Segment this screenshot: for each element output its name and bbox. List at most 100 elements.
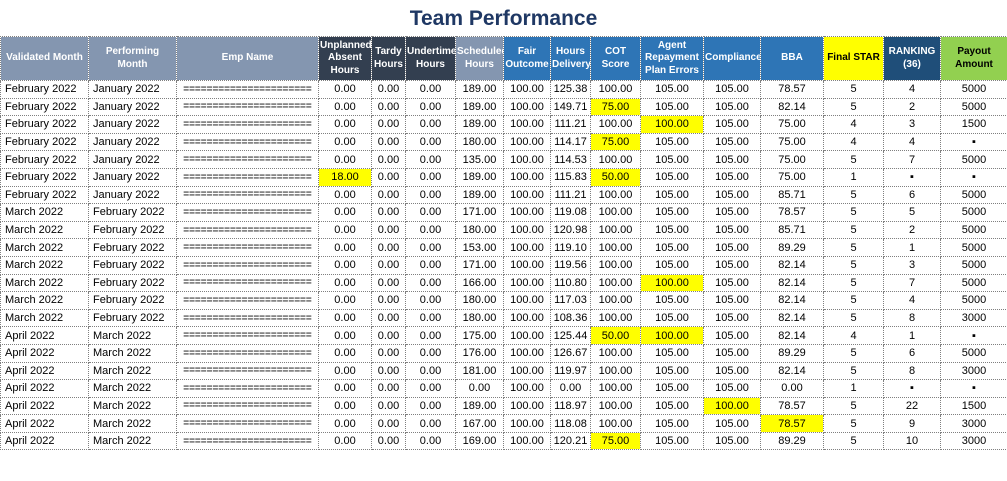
cell-emp_name[interactable]: ====================== [176, 291, 319, 310]
cell-cot_score[interactable]: 100.00 [590, 203, 641, 222]
cell-bba[interactable]: 75.00 [760, 167, 824, 187]
cell-unplanned_absent_hours[interactable]: 0.00 [318, 238, 372, 257]
cell-final_star[interactable]: 5 [823, 414, 884, 433]
cell-fair_outcome[interactable]: 100.00 [503, 238, 551, 257]
column-header-hours_delivery[interactable]: Hours Delivery [550, 36, 591, 81]
cell-compliance[interactable]: 105.00 [703, 132, 761, 152]
cell-undertime_hours[interactable]: 0.00 [405, 414, 456, 433]
cell-agent_repayment_plan_errors[interactable]: 105.00 [640, 132, 704, 152]
cell-ranking_36[interactable]: 5 [883, 203, 941, 222]
column-header-payout_amount[interactable]: Payout Amount [940, 36, 1007, 81]
cell-emp_name[interactable]: ====================== [176, 431, 319, 451]
cell-compliance[interactable]: 105.00 [703, 343, 761, 363]
cell-fair_outcome[interactable]: 100.00 [503, 203, 551, 222]
cell-tardy_hours[interactable]: 0.00 [371, 414, 406, 433]
cell-final_star[interactable]: 5 [823, 361, 884, 381]
cell-performing_month[interactable]: March 2022 [88, 361, 177, 381]
cell-emp_name[interactable]: ====================== [176, 150, 319, 169]
cell-emp_name[interactable]: ====================== [176, 414, 319, 433]
cell-validated_month[interactable]: February 2022 [0, 132, 89, 152]
cell-bba[interactable]: 82.14 [760, 273, 824, 293]
cell-ranking_36[interactable]: ▪ [883, 167, 941, 187]
cell-validated_month[interactable]: February 2022 [0, 150, 89, 169]
cell-compliance[interactable]: 105.00 [703, 115, 761, 134]
cell-hours_delivery[interactable]: 117.03 [550, 291, 591, 310]
cell-bba[interactable]: 78.57 [760, 414, 824, 433]
cell-performing_month[interactable]: March 2022 [88, 343, 177, 363]
cell-tardy_hours[interactable]: 0.00 [371, 273, 406, 293]
cell-agent_repayment_plan_errors[interactable]: 105.00 [640, 220, 704, 240]
cell-agent_repayment_plan_errors[interactable]: 105.00 [640, 308, 704, 328]
cell-fair_outcome[interactable]: 100.00 [503, 220, 551, 240]
column-header-final_star[interactable]: Final STAR [823, 36, 884, 81]
cell-tardy_hours[interactable]: 0.00 [371, 431, 406, 451]
cell-emp_name[interactable]: ====================== [176, 361, 319, 381]
cell-emp_name[interactable]: ====================== [176, 379, 319, 398]
cell-validated_month[interactable]: March 2022 [0, 220, 89, 240]
cell-hours_delivery[interactable]: 120.98 [550, 220, 591, 240]
cell-unplanned_absent_hours[interactable]: 0.00 [318, 308, 372, 328]
cell-ranking_36[interactable]: 1 [883, 326, 941, 345]
cell-tardy_hours[interactable]: 0.00 [371, 97, 406, 117]
cell-scheduled_hours[interactable]: 189.00 [455, 97, 504, 117]
cell-compliance[interactable]: 105.00 [703, 80, 761, 99]
cell-unplanned_absent_hours[interactable]: 0.00 [318, 185, 372, 205]
cell-hours_delivery[interactable]: 108.36 [550, 308, 591, 328]
cell-undertime_hours[interactable]: 0.00 [405, 115, 456, 134]
column-header-validated_month[interactable]: Validated Month [0, 36, 89, 81]
cell-bba[interactable]: 78.57 [760, 203, 824, 222]
cell-unplanned_absent_hours[interactable]: 0.00 [318, 80, 372, 99]
cell-fair_outcome[interactable]: 100.00 [503, 326, 551, 345]
cell-undertime_hours[interactable]: 0.00 [405, 97, 456, 117]
cell-payout_amount[interactable]: 5000 [940, 291, 1007, 310]
cell-payout_amount[interactable]: 1500 [940, 396, 1007, 416]
cell-tardy_hours[interactable]: 0.00 [371, 326, 406, 345]
cell-cot_score[interactable]: 100.00 [590, 308, 641, 328]
cell-agent_repayment_plan_errors[interactable]: 105.00 [640, 431, 704, 451]
cell-ranking_36[interactable]: 7 [883, 273, 941, 293]
cell-payout_amount[interactable]: 5000 [940, 238, 1007, 257]
cell-bba[interactable]: 89.29 [760, 431, 824, 451]
cell-hours_delivery[interactable]: 126.67 [550, 343, 591, 363]
cell-agent_repayment_plan_errors[interactable]: 105.00 [640, 97, 704, 117]
cell-validated_month[interactable]: April 2022 [0, 414, 89, 433]
cell-undertime_hours[interactable]: 0.00 [405, 255, 456, 275]
cell-agent_repayment_plan_errors[interactable]: 105.00 [640, 185, 704, 205]
cell-bba[interactable]: 82.14 [760, 97, 824, 117]
cell-tardy_hours[interactable]: 0.00 [371, 379, 406, 398]
cell-payout_amount[interactable]: ▪ [940, 326, 1007, 345]
cell-compliance[interactable]: 105.00 [703, 150, 761, 169]
cell-bba[interactable]: 82.14 [760, 361, 824, 381]
cell-final_star[interactable]: 5 [823, 431, 884, 451]
cell-performing_month[interactable]: January 2022 [88, 97, 177, 117]
cell-performing_month[interactable]: January 2022 [88, 80, 177, 99]
cell-scheduled_hours[interactable]: 176.00 [455, 343, 504, 363]
cell-scheduled_hours[interactable]: 0.00 [455, 379, 504, 398]
cell-scheduled_hours[interactable]: 180.00 [455, 220, 504, 240]
cell-agent_repayment_plan_errors[interactable]: 105.00 [640, 80, 704, 99]
cell-emp_name[interactable]: ====================== [176, 97, 319, 117]
cell-payout_amount[interactable]: 5000 [940, 150, 1007, 169]
cell-compliance[interactable]: 105.00 [703, 203, 761, 222]
cell-fair_outcome[interactable]: 100.00 [503, 150, 551, 169]
cell-unplanned_absent_hours[interactable]: 0.00 [318, 414, 372, 433]
cell-unplanned_absent_hours[interactable]: 0.00 [318, 203, 372, 222]
cell-validated_month[interactable]: April 2022 [0, 343, 89, 363]
cell-cot_score[interactable]: 100.00 [590, 185, 641, 205]
cell-ranking_36[interactable]: 4 [883, 291, 941, 310]
cell-hours_delivery[interactable]: 111.21 [550, 185, 591, 205]
cell-agent_repayment_plan_errors[interactable]: 100.00 [640, 273, 704, 293]
cell-ranking_36[interactable]: 2 [883, 97, 941, 117]
cell-cot_score[interactable]: 100.00 [590, 396, 641, 416]
cell-undertime_hours[interactable]: 0.00 [405, 167, 456, 187]
cell-agent_repayment_plan_errors[interactable]: 105.00 [640, 150, 704, 169]
cell-ranking_36[interactable]: 8 [883, 361, 941, 381]
cell-scheduled_hours[interactable]: 175.00 [455, 326, 504, 345]
cell-unplanned_absent_hours[interactable]: 0.00 [318, 273, 372, 293]
cell-hours_delivery[interactable]: 0.00 [550, 379, 591, 398]
cell-tardy_hours[interactable]: 0.00 [371, 203, 406, 222]
cell-bba[interactable]: 78.57 [760, 80, 824, 99]
cell-bba[interactable]: 82.14 [760, 326, 824, 345]
cell-emp_name[interactable]: ====================== [176, 185, 319, 205]
cell-emp_name[interactable]: ====================== [176, 255, 319, 275]
